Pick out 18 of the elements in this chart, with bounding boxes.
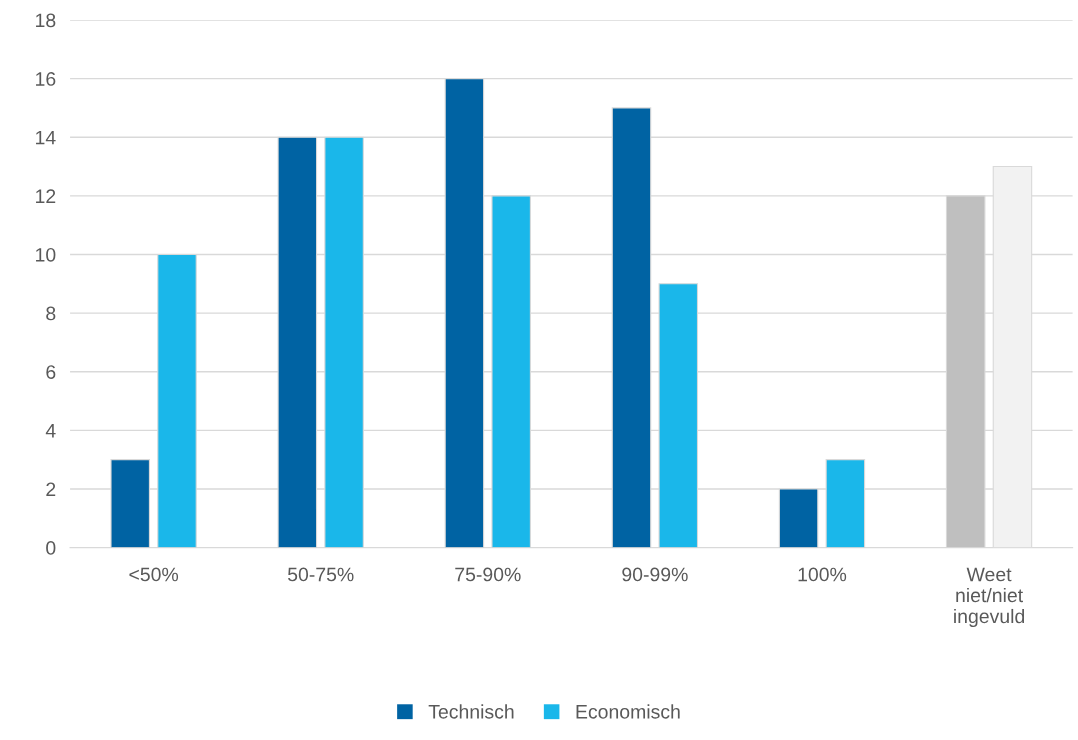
y-tick-label: 4 bbox=[45, 424, 56, 438]
y-tick-label: 12 bbox=[36, 189, 56, 203]
y-tick-label: 8 bbox=[46, 306, 56, 321]
y-tick-label: 0 bbox=[46, 541, 56, 555]
x-tick-label: Weet niet/niet ingevuld bbox=[954, 567, 1025, 628]
x-tick-label: 100% bbox=[798, 567, 847, 582]
y-tick-label: 2 bbox=[46, 482, 56, 497]
y-tick-label: 14 bbox=[36, 130, 56, 145]
y-tick-label: 18 bbox=[36, 13, 56, 28]
x-tick-label: 75-90% bbox=[455, 567, 521, 582]
y-tick-label: 16 bbox=[36, 72, 56, 86]
x-tick-label: 50-75% bbox=[287, 567, 354, 582]
x-tick-label: 90-99% bbox=[622, 567, 688, 582]
y-tick-label: 6 bbox=[46, 365, 56, 379]
x-tick-label: <50% bbox=[129, 567, 179, 582]
legend-label: Economisch bbox=[576, 704, 680, 719]
y-tick-label: 10 bbox=[36, 247, 56, 262]
legend-label: Technisch bbox=[428, 704, 514, 719]
